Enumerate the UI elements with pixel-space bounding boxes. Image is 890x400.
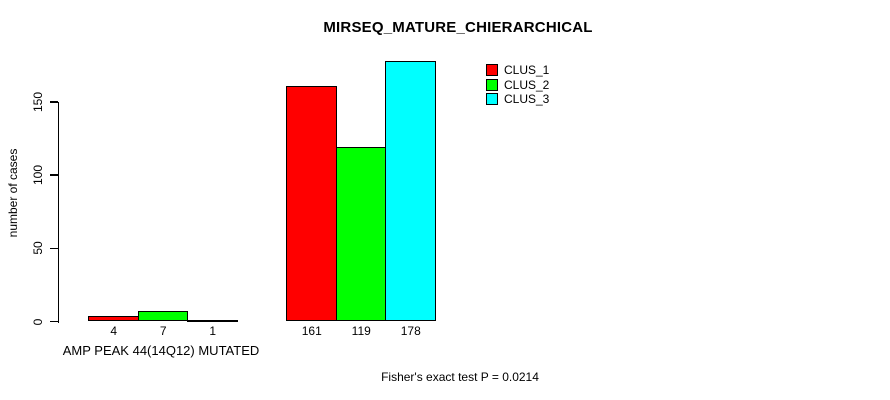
legend-swatch (486, 64, 498, 76)
y-tick (49, 320, 58, 323)
legend-swatch (486, 78, 498, 91)
legend-swatch (486, 93, 498, 105)
legend-item: CLUS_1 (486, 64, 549, 76)
bar-clus_1-group1 (88, 315, 139, 322)
annotation-text: Fisher's exact test P = 0.0214 (381, 370, 539, 384)
bar-value-label: 119 (351, 324, 371, 338)
bar-value-label: 161 (301, 324, 322, 338)
bar-value-label: 4 (110, 324, 118, 338)
legend-label: CLUS_2 (504, 77, 550, 92)
y-tick-label: 0 (31, 318, 45, 325)
bar-clus_3-group1 (187, 320, 238, 322)
y-tick-label: 100 (31, 164, 45, 186)
bar-value-label: 1 (209, 324, 217, 338)
y-axis-line (57, 101, 59, 323)
bar-clus_2-group1 (137, 311, 188, 322)
bar-clus_3-group2 (385, 60, 436, 322)
bar-value-label: 7 (159, 324, 167, 338)
bar-clus_1-group2 (286, 85, 337, 322)
legend-item: CLUS_3 (486, 93, 549, 105)
y-tick-label: 50 (31, 241, 45, 255)
y-tick (49, 174, 58, 176)
y-tick-label: 150 (31, 91, 45, 112)
legend-item: CLUS_2 (486, 77, 550, 92)
legend-label: CLUS_1 (504, 63, 550, 77)
y-axis-label: number of cases (6, 148, 20, 238)
legend: CLUS_1 CLUS_2 CLUS_3 (486, 64, 549, 108)
x-axis-group-label: AMP PEAK 44(14Q12) MUTATED (62, 343, 260, 358)
legend-label: CLUS_3 (504, 92, 550, 106)
bar-clus_2-group2 (335, 147, 386, 322)
chart-title: MIRSEQ_MATURE_CHIERARCHICAL (323, 19, 593, 36)
bar-value-label: 178 (400, 324, 421, 338)
y-tick (49, 101, 58, 103)
y-tick (49, 247, 58, 249)
